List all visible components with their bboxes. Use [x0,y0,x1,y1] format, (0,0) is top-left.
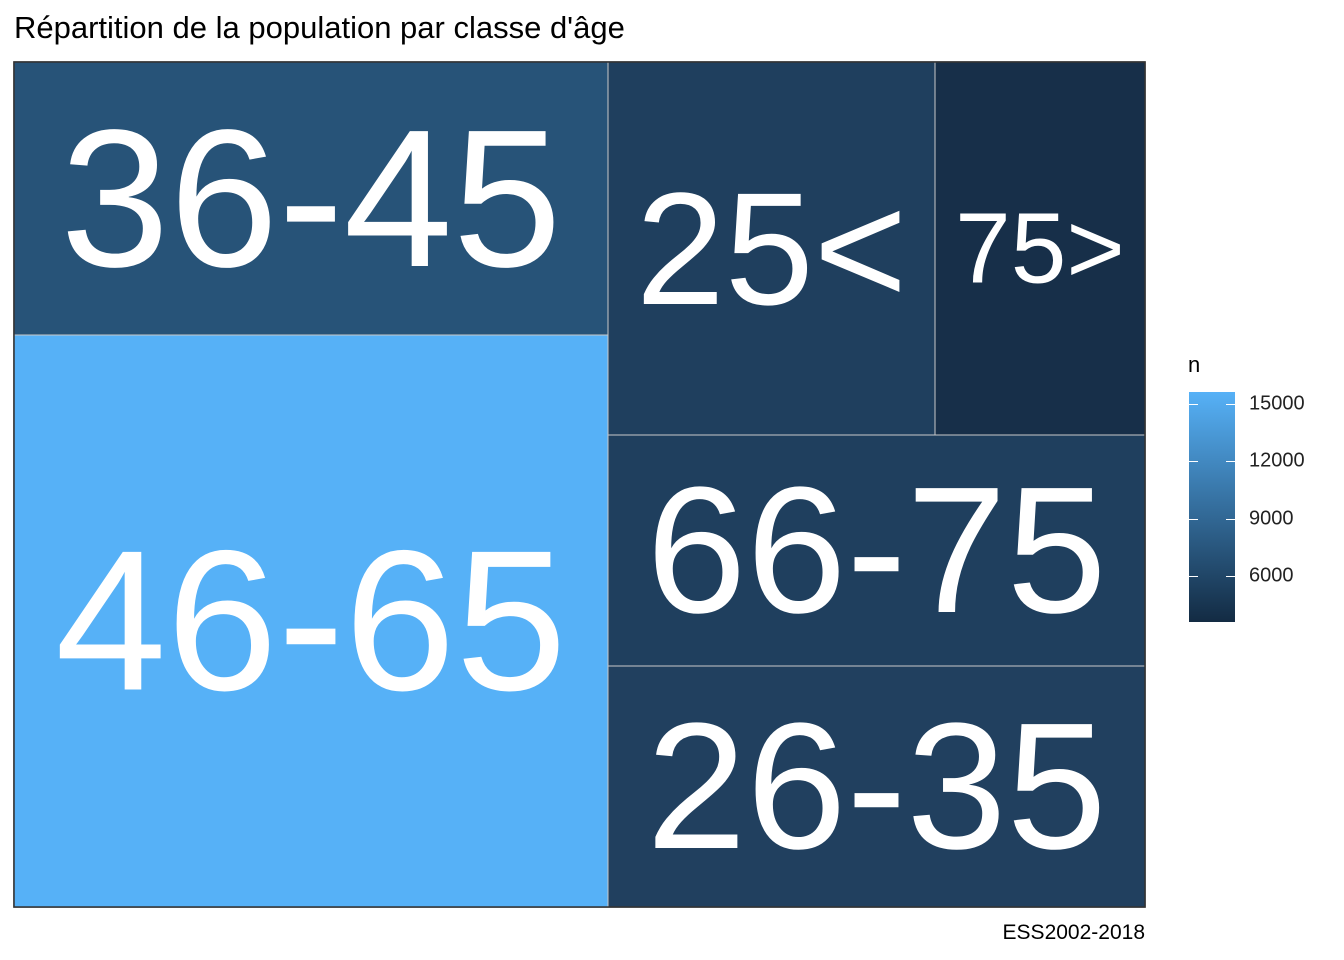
legend-tick-right-2 [1226,461,1235,462]
legend-tick-label-2: 12000 [1249,449,1305,472]
legend-colorbar [1189,392,1235,622]
chart-caption: ESS2002-2018 [1002,921,1145,944]
plot-border [13,61,1146,908]
treemap-tile-4 [607,434,1146,667]
color-legend: n 6000 9000 12000 15000 [1188,352,1328,632]
legend-title: n [1188,352,1201,377]
legend-tick-label-1: 9000 [1249,507,1294,529]
treemap-label-2: 25< [636,159,907,338]
treemap-tile-5 [607,665,1146,908]
treemap-tile-1 [13,61,609,336]
treemap-label-4: 66-75 [646,450,1106,651]
legend-tick-right-0 [1226,576,1235,577]
legend-tick-left-1 [1189,518,1198,520]
legend-tick-right-1 [1226,518,1235,520]
legend-tick-right-3 [1226,403,1235,405]
treemap-label-0: 46-65 [55,510,567,733]
legend-tick-left-0 [1189,576,1198,577]
treemap-tile-2 [607,61,936,436]
legend-tick-left-2 [1189,461,1198,462]
chart-title: Répartition de la population par classe … [14,10,625,45]
treemap-label-5: 26-35 [646,686,1106,887]
treemap-label-3: 75> [955,193,1125,305]
legend-tick-label-0: 6000 [1249,564,1294,587]
treemap-label-1: 36-45 [60,89,561,308]
legend-tick-label-3: 15000 [1249,392,1305,414]
legend-tick-left-3 [1189,403,1198,405]
